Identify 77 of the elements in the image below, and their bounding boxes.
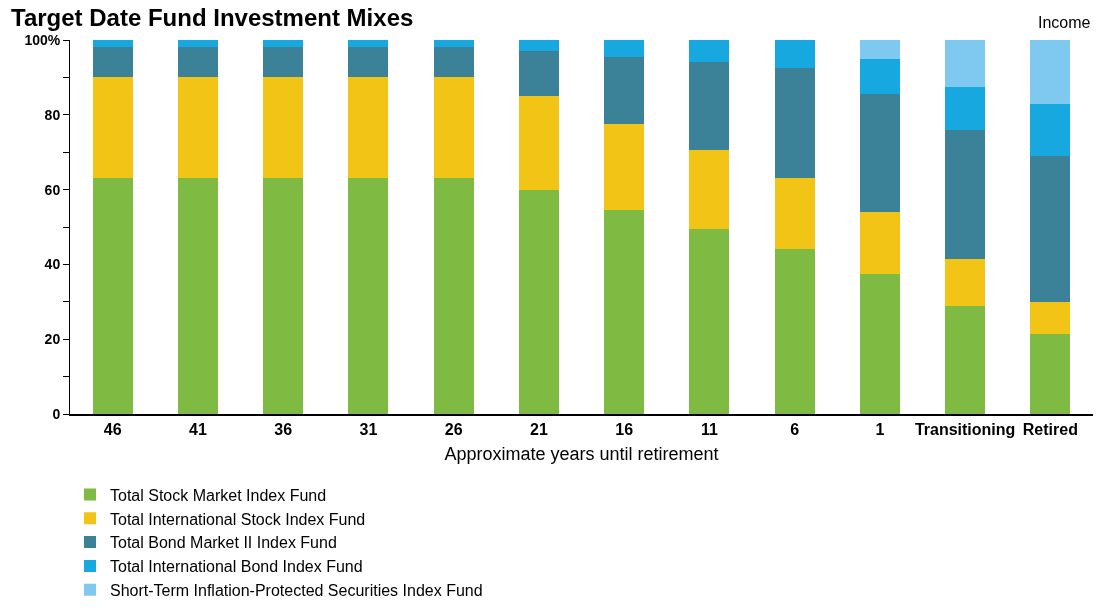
bar xyxy=(1030,103,1071,156)
x-tick-label: 21 xyxy=(529,420,548,438)
y-tick-label: 100% xyxy=(24,31,61,48)
bar xyxy=(689,40,730,63)
bar xyxy=(859,94,900,213)
y-tick-label: 0 xyxy=(52,405,61,422)
bar xyxy=(177,77,218,179)
bar xyxy=(945,258,986,306)
bar xyxy=(92,77,133,179)
legend-label: Short-Term Inflation-Protected Securities Index Fund xyxy=(110,581,483,599)
bar xyxy=(689,150,730,229)
bar xyxy=(774,178,815,250)
bar xyxy=(518,96,559,190)
bar xyxy=(859,40,900,59)
bar xyxy=(92,40,133,48)
bar xyxy=(433,77,474,179)
x-tick-label: 36 xyxy=(274,420,293,438)
bar xyxy=(859,58,900,95)
text: Income xyxy=(1038,14,1091,31)
bar xyxy=(1030,40,1071,104)
bar xyxy=(263,40,304,48)
bar xyxy=(774,40,815,69)
bar xyxy=(859,212,900,274)
x-tick-label: 1 xyxy=(875,420,885,438)
bar xyxy=(263,77,304,179)
bar xyxy=(348,47,389,78)
bar xyxy=(433,47,474,78)
legend-label: Total Stock Market Index Fund xyxy=(110,486,327,504)
bar xyxy=(774,249,815,414)
bar xyxy=(604,210,645,414)
y-tick-label: 20 xyxy=(44,331,61,348)
legend-label: Total International Bond Index Fund xyxy=(110,558,363,576)
bar xyxy=(689,62,730,151)
bar xyxy=(92,178,133,414)
bar xyxy=(348,178,389,414)
x-tick-label: 41 xyxy=(188,420,207,438)
x-tick-label: 11 xyxy=(700,420,718,438)
x-tick-label: 46 xyxy=(103,420,122,438)
bar xyxy=(945,305,986,414)
legend-label: Total International Stock Index Fund xyxy=(110,510,366,528)
bar xyxy=(689,228,730,414)
y-tick-label: 60 xyxy=(44,181,61,198)
bar xyxy=(518,40,559,52)
bar xyxy=(945,86,986,130)
bar xyxy=(177,40,218,48)
bar xyxy=(1030,155,1071,302)
x-tick-label: 6 xyxy=(790,420,800,438)
bar xyxy=(604,40,645,57)
bar xyxy=(177,178,218,414)
legend-label: Total Bond Market II Index Fund xyxy=(110,534,337,552)
y-tick-label: 40 xyxy=(44,256,61,273)
bar xyxy=(263,178,304,414)
x-tick-label: 26 xyxy=(444,420,463,438)
bar xyxy=(433,178,474,414)
x-tick-label: 31 xyxy=(359,420,378,438)
x-axis-title: Approximate years until retirement xyxy=(444,443,719,464)
bar xyxy=(433,40,474,48)
bar xyxy=(348,40,389,48)
bar xyxy=(945,40,986,87)
bar xyxy=(263,47,304,78)
bar xyxy=(774,68,815,179)
bar xyxy=(604,56,645,125)
bar xyxy=(518,51,559,97)
bar xyxy=(348,77,389,179)
chart-title: Target Date Fund Investment Mixes xyxy=(11,4,414,32)
bar xyxy=(859,273,900,414)
bar xyxy=(1030,333,1071,414)
y-tick-label: 80 xyxy=(44,106,61,123)
x-tick-label: Transitioning xyxy=(914,420,1016,438)
bar xyxy=(92,47,133,78)
bar xyxy=(518,189,559,414)
bar xyxy=(177,47,218,78)
bar xyxy=(604,124,645,211)
bar xyxy=(945,129,986,259)
bar xyxy=(1030,301,1071,334)
x-tick-label: Retired xyxy=(1022,420,1078,438)
x-tick-label: 16 xyxy=(615,420,634,438)
